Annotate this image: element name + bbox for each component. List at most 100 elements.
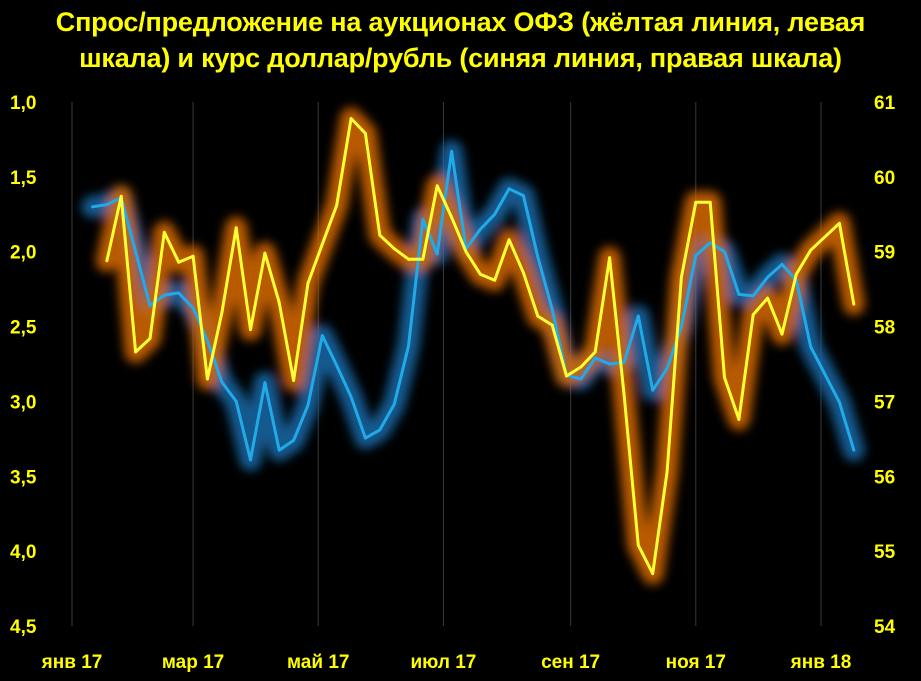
yellow-point-34 <box>593 350 597 354</box>
yellow-point-46 <box>766 296 769 300</box>
bottom-tick-label: май 17 <box>287 652 349 673</box>
right-tick-label: 60 <box>874 168 895 189</box>
right-tick-label: 54 <box>874 617 896 638</box>
left-tick-label: 4,0 <box>10 542 36 563</box>
yellow-point-39 <box>665 470 669 474</box>
blue-point-32 <box>550 308 554 311</box>
yellow-point-20 <box>392 247 396 251</box>
series-lines <box>91 117 856 576</box>
blue-point-19 <box>364 436 367 440</box>
bottom-tick-label: сен 17 <box>541 652 600 673</box>
yellow-point-7 <box>206 377 209 381</box>
blue-point-29 <box>507 187 511 191</box>
yellow-point-23 <box>435 184 439 188</box>
left-tick-label: 2,5 <box>10 318 37 339</box>
blue-point-9 <box>220 380 224 384</box>
blue-point-40 <box>665 367 669 370</box>
yellow-point-10 <box>249 328 252 331</box>
blue-point-13 <box>277 448 281 452</box>
yellow-point-16 <box>335 203 339 207</box>
right-tick-label: 55 <box>874 542 896 563</box>
blue-point-23 <box>421 218 425 221</box>
blue-point-39 <box>651 388 655 392</box>
left-axis: 1,0 1,5 2,0 2,5 3,0 3,5 4,0 4,5 <box>10 93 37 638</box>
blue-point-8 <box>206 339 209 343</box>
yellow-point-18 <box>364 132 367 135</box>
yellow-point-5 <box>177 260 181 264</box>
blue-point-37 <box>622 361 626 364</box>
left-tick-label: 1,0 <box>10 93 36 114</box>
yellow-point-22 <box>421 257 425 261</box>
blue-point-24 <box>435 252 439 256</box>
glow-layer <box>81 107 865 585</box>
yellow-point-1 <box>119 194 123 198</box>
yellow-point-26 <box>478 272 482 276</box>
yellow-point-12 <box>277 301 281 304</box>
blue-point-50 <box>809 345 813 349</box>
bottom-tick-label: янв 17 <box>41 652 103 673</box>
right-tick-label: 58 <box>874 318 895 339</box>
chart-title-line-2: шкала) и курс доллар/рубль (синяя линия,… <box>79 43 842 73</box>
yellow-point-9 <box>234 226 238 230</box>
right-axis: 61 60 59 58 57 56 55 54 <box>874 93 896 638</box>
yellow-point-40 <box>680 275 683 279</box>
blue-point-11 <box>249 458 252 462</box>
yellow-point-25 <box>464 250 468 254</box>
blue-point-31 <box>536 255 540 259</box>
blue-point-3 <box>134 250 138 254</box>
left-tick-label: 4,5 <box>10 617 37 638</box>
yellow-point-42 <box>708 200 712 204</box>
yellow-point-21 <box>407 257 410 261</box>
blue-point-44 <box>723 250 726 254</box>
yellow-series-glow <box>95 107 865 585</box>
yellow-point-4 <box>162 230 166 234</box>
blue-point-46 <box>751 294 755 298</box>
yellow-point-3 <box>148 337 152 340</box>
blue-point-27 <box>478 227 482 231</box>
bottom-tick-label: июл 17 <box>410 652 476 673</box>
blue-point-35 <box>593 356 597 360</box>
yellow-point-43 <box>723 376 726 379</box>
yellow-point-45 <box>751 313 755 316</box>
yellow-point-2 <box>134 350 138 354</box>
yellow-point-47 <box>780 332 784 336</box>
yellow-point-37 <box>636 543 640 547</box>
yellow-point-19 <box>378 233 382 237</box>
yellow-point-29 <box>522 271 525 275</box>
yellow-point-30 <box>536 314 540 318</box>
blue-point-34 <box>579 377 583 381</box>
bottom-axis: янв 17 мар 17 май 17 июл 17 сен 17 ноя 17 янв … <box>41 652 852 673</box>
chart-title-line-1: Спрос/предложение на аукционах ОФЗ (жёлт… <box>55 7 866 37</box>
yellow-point-17 <box>349 117 353 120</box>
yellow-point-48 <box>794 272 798 276</box>
yellow-point-49 <box>809 248 813 252</box>
blue-point-14 <box>292 439 295 442</box>
blue-point-45 <box>737 293 741 296</box>
blue-point-6 <box>177 291 181 295</box>
left-tick-label: 2,0 <box>10 243 36 264</box>
yellow-point-41 <box>694 200 698 204</box>
right-tick-label: 56 <box>874 467 895 488</box>
right-tick-label: 61 <box>874 93 896 114</box>
blue-point-4 <box>148 304 152 307</box>
yellow-point-24 <box>450 215 453 219</box>
right-tick-label: 59 <box>874 243 895 264</box>
left-tick-label: 1,5 <box>10 168 37 189</box>
bottom-tick-label: мар 17 <box>162 652 224 673</box>
left-tick-label: 3,5 <box>10 467 37 488</box>
blue-point-10 <box>234 400 238 403</box>
blue-point-48 <box>780 263 784 266</box>
bottom-tick-label: янв 18 <box>790 652 852 673</box>
yellow-point-8 <box>220 311 224 315</box>
blue-point-15 <box>306 403 310 407</box>
yellow-point-13 <box>292 379 295 382</box>
blue-point-16 <box>320 334 324 337</box>
blue-point-12 <box>263 381 267 385</box>
yellow-point-38 <box>651 572 655 575</box>
yellow-point-6 <box>191 254 195 258</box>
yellow-point-0 <box>105 259 109 263</box>
blue-point-5 <box>162 293 166 297</box>
blue-point-1 <box>105 203 109 207</box>
